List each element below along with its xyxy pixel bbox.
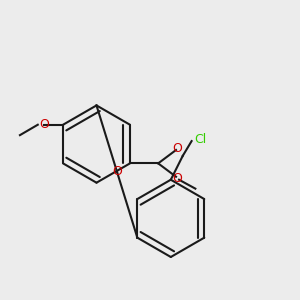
Text: O: O <box>172 172 182 185</box>
Text: O: O <box>172 142 182 155</box>
Text: O: O <box>112 165 122 178</box>
Text: Cl: Cl <box>195 133 207 146</box>
Text: O: O <box>39 118 49 131</box>
